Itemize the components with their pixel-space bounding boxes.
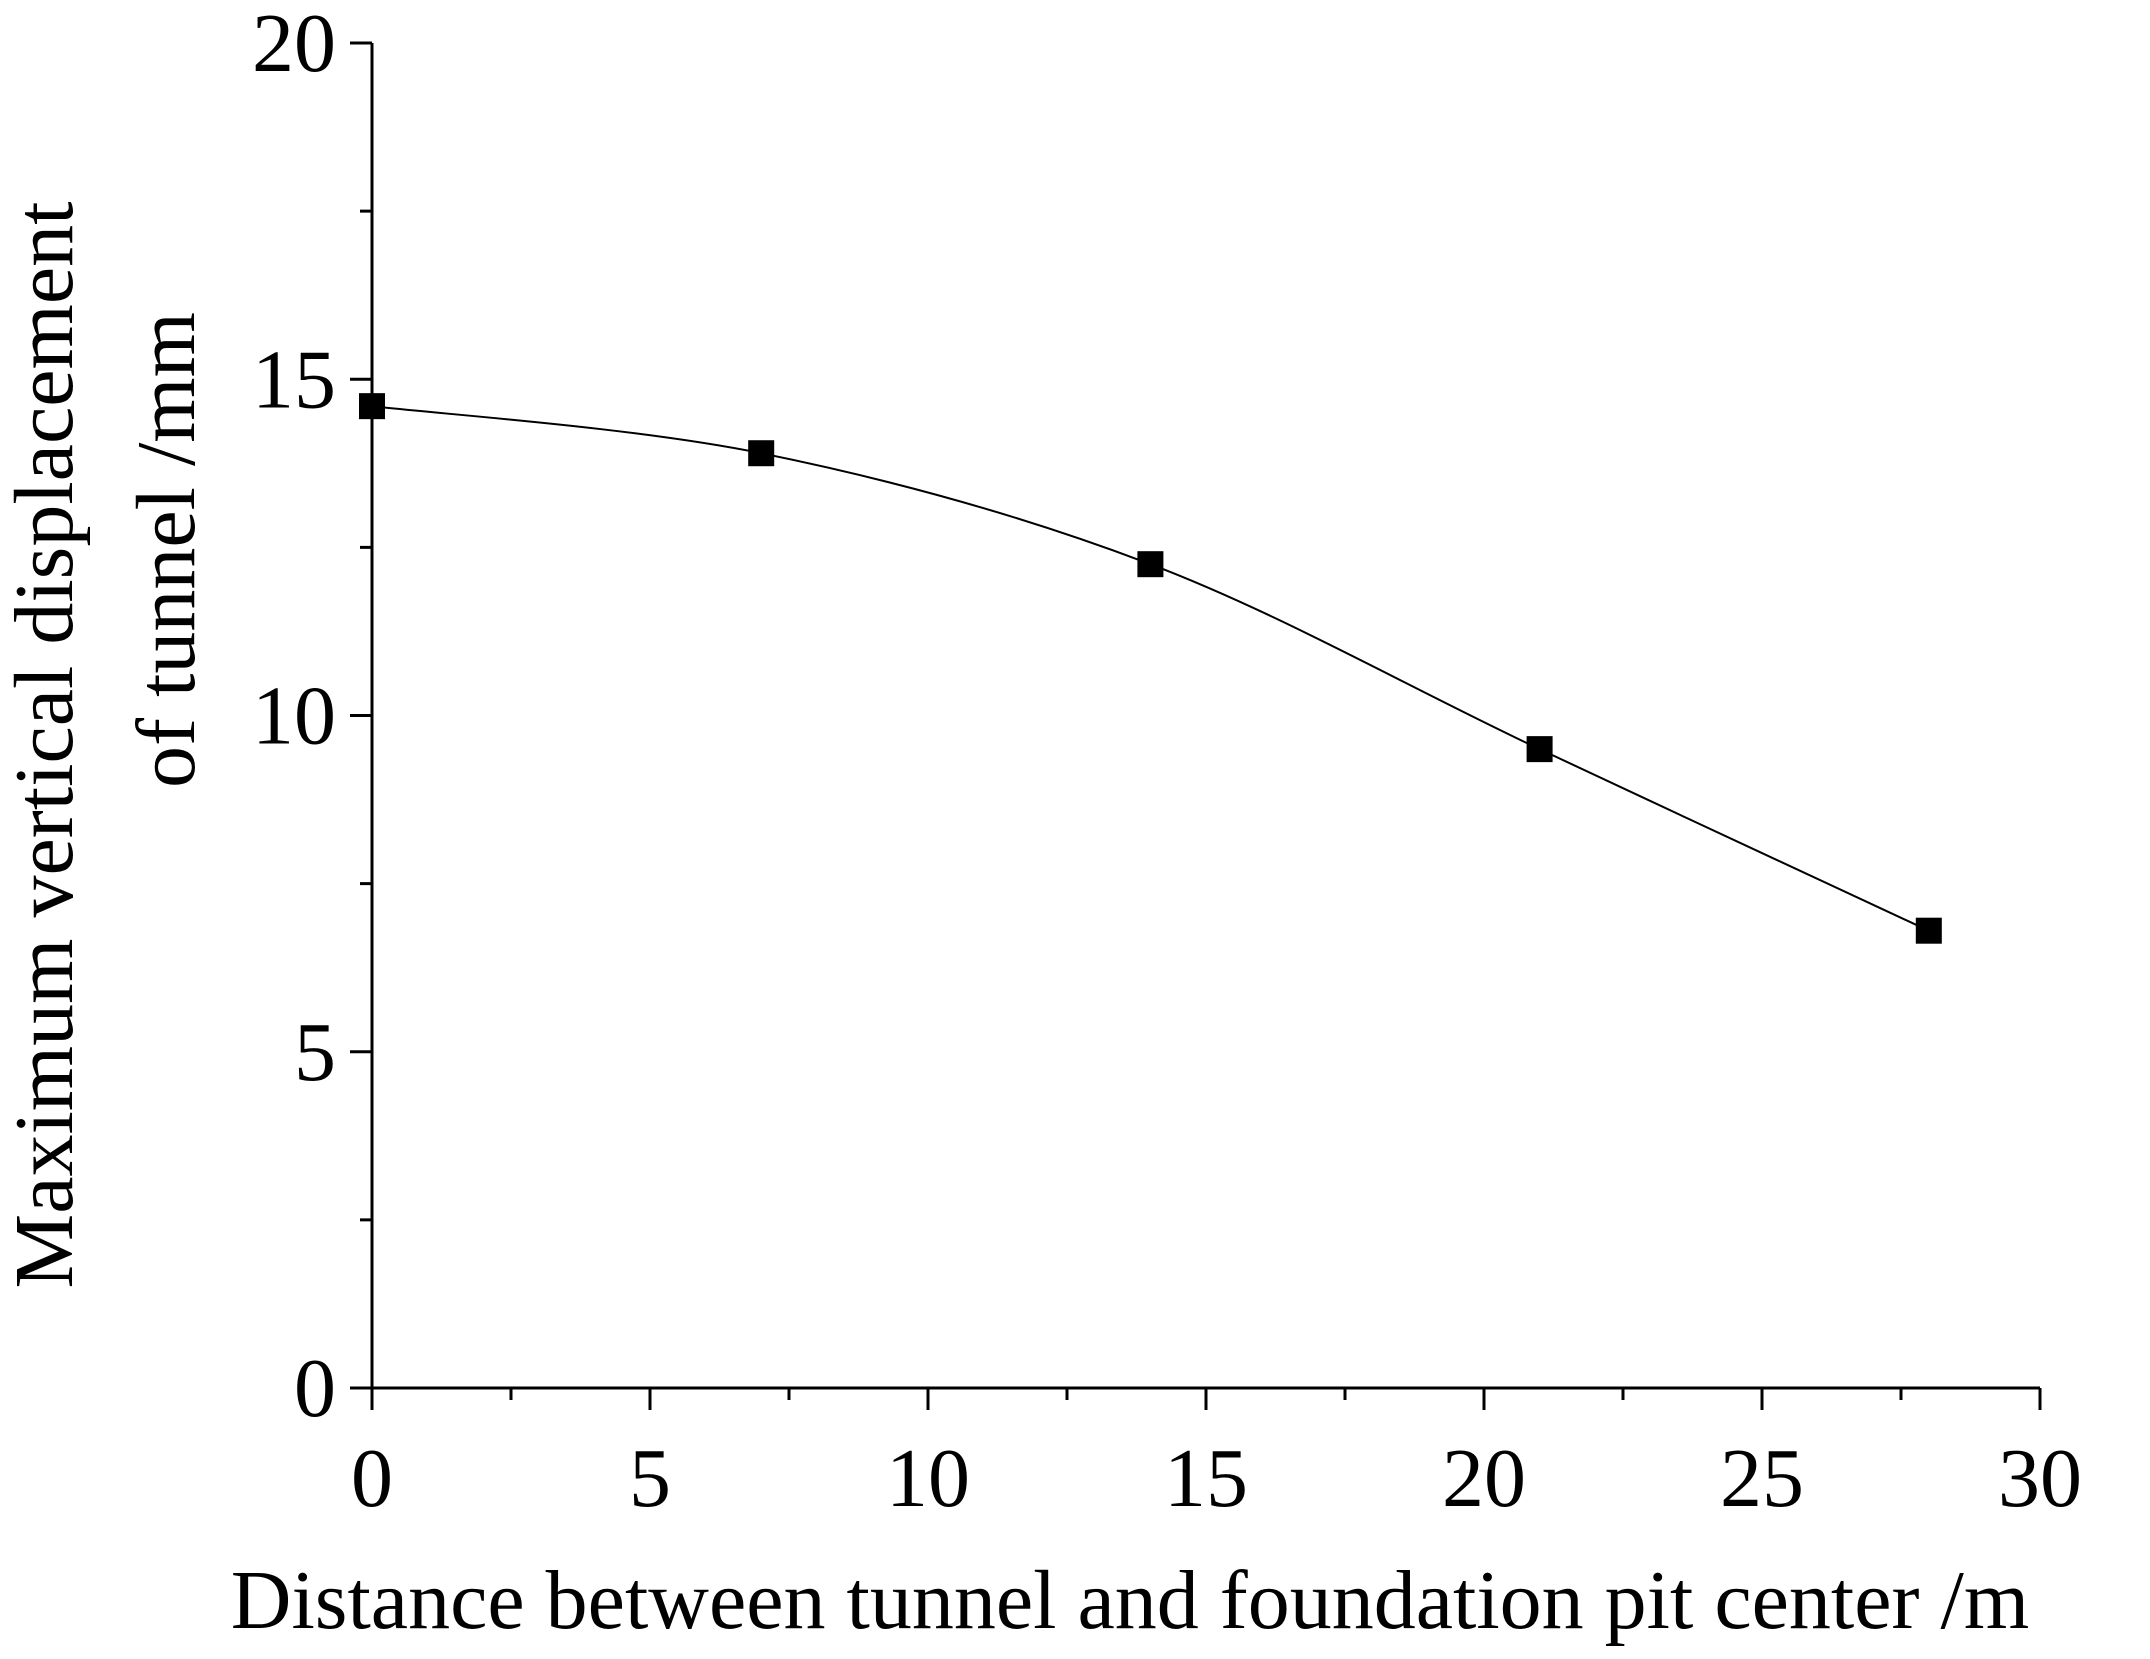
y-axis-title-line1: Maximum vertical displacement — [0, 202, 91, 1289]
x-tick-label: 5 — [629, 1432, 671, 1525]
y-tick-label: 20 — [252, 0, 336, 90]
data-point-marker — [1526, 736, 1553, 763]
labels: Distance between tunnel and foundation p… — [0, 202, 2029, 1648]
x-tick-label: 20 — [1442, 1432, 1526, 1525]
y-tick-label: 15 — [252, 333, 336, 426]
ticks: 0 5 10 15 20 25 30 0 5 10 15 20 — [252, 0, 2082, 1525]
x-tick-label: 0 — [351, 1432, 393, 1525]
x-axis-title: Distance between tunnel and foundation p… — [231, 1554, 2029, 1647]
x-tick-label: 15 — [1164, 1432, 1248, 1525]
series — [359, 393, 1942, 944]
data-point-marker — [1137, 551, 1164, 578]
y-tick-label: 10 — [252, 670, 336, 763]
x-tick-label: 30 — [1998, 1432, 2082, 1525]
x-tick-label: 25 — [1720, 1432, 1804, 1525]
axes — [370, 43, 2040, 1390]
x-tick-label: 10 — [886, 1432, 970, 1525]
data-point-marker — [1915, 917, 1942, 944]
data-point-marker — [359, 393, 385, 420]
y-tick-label: 0 — [294, 1342, 336, 1435]
y-axis-title-line2: of tunnel /mm — [120, 312, 213, 788]
y-tick-label: 5 — [294, 1006, 336, 1099]
data-point-marker — [748, 440, 775, 467]
series-line — [371, 405, 1930, 932]
